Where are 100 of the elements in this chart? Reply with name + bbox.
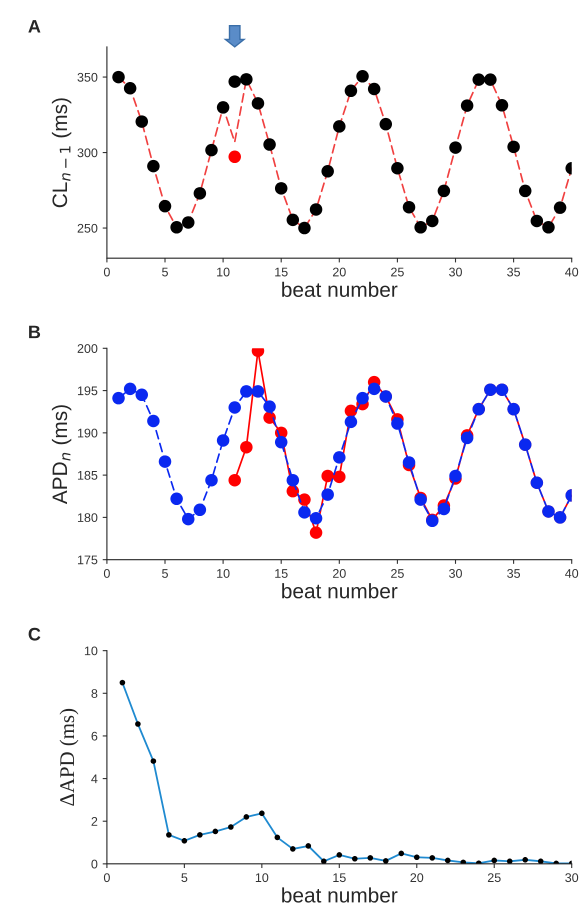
point — [216, 434, 230, 447]
y-tick-label: 350 — [78, 72, 98, 82]
x-tick-label: 25 — [391, 268, 404, 276]
point — [228, 75, 241, 88]
y-tick-label: 175 — [78, 556, 98, 564]
point — [252, 385, 264, 398]
point — [286, 214, 300, 226]
point — [542, 221, 555, 234]
point — [240, 440, 253, 454]
x-tick-label: 5 — [162, 569, 168, 578]
point — [194, 504, 206, 516]
point — [228, 474, 241, 486]
y-tick-label: 8 — [91, 689, 98, 698]
point — [414, 221, 427, 234]
point — [240, 385, 253, 398]
point — [426, 214, 439, 228]
point — [170, 221, 183, 234]
point — [344, 416, 358, 428]
x-tick-label: 40 — [565, 569, 578, 578]
x-tick-label: 35 — [507, 268, 520, 276]
point — [216, 101, 230, 114]
point — [136, 388, 148, 402]
point — [391, 417, 404, 430]
point — [147, 414, 160, 428]
point — [158, 455, 172, 468]
point — [182, 216, 194, 229]
chart-title: A — [28, 20, 40, 33]
x-tick-label: 35 — [507, 569, 520, 578]
point — [263, 400, 276, 413]
point — [449, 470, 462, 482]
point — [391, 162, 404, 175]
y-tick-label: 195 — [78, 386, 98, 396]
point — [449, 141, 462, 154]
y-tick-label: 200 — [78, 344, 98, 353]
point — [240, 73, 253, 86]
x-tick-label: 0 — [104, 268, 110, 276]
chart-title: C — [28, 628, 40, 641]
y-tick-label: 250 — [78, 224, 98, 233]
y-tick-label: 2 — [92, 817, 98, 826]
point — [460, 99, 474, 112]
point — [274, 436, 288, 448]
y-axis-title: ΔAPD (ms) — [60, 708, 78, 806]
point — [112, 70, 125, 84]
point — [496, 99, 508, 112]
x-tick-label: 30 — [449, 268, 462, 276]
point — [380, 118, 392, 130]
point — [310, 526, 322, 539]
point — [356, 70, 369, 83]
point — [170, 492, 183, 506]
point — [252, 97, 264, 110]
x-tick-label: 25 — [488, 873, 501, 882]
point — [402, 456, 416, 469]
point — [484, 73, 497, 86]
point — [518, 184, 532, 198]
y-tick-label: 190 — [78, 428, 98, 438]
point — [205, 144, 218, 156]
y-axis-title: APD$_{n}$ (ms) — [52, 405, 72, 504]
point — [438, 184, 450, 198]
x-axis-title: beat number — [282, 282, 398, 297]
point — [402, 200, 416, 214]
x-axis-title: beat number — [282, 887, 398, 903]
y-tick-label: 6 — [92, 732, 98, 741]
y-tick-label: 4 — [91, 774, 98, 784]
point — [298, 506, 311, 519]
point — [182, 512, 194, 526]
x-tick-label: 15 — [275, 569, 288, 578]
point — [333, 451, 346, 464]
point — [554, 201, 566, 214]
point — [228, 401, 241, 414]
x-tick-label: 0 — [104, 569, 110, 578]
x-tick-label: 30 — [565, 873, 578, 882]
point — [124, 382, 136, 396]
point — [472, 73, 485, 86]
point — [356, 392, 369, 404]
y-tick-label: 185 — [78, 470, 98, 480]
x-tick-label: 0 — [104, 873, 110, 882]
point — [228, 150, 241, 164]
point — [333, 470, 346, 484]
point — [530, 214, 544, 228]
x-tick-label: 20 — [410, 873, 424, 882]
point — [136, 115, 148, 128]
point — [274, 182, 288, 195]
point — [112, 392, 125, 404]
x-tick-label: 5 — [181, 873, 188, 882]
x-tick-label: 10 — [217, 569, 230, 578]
point — [321, 488, 334, 501]
point — [310, 512, 322, 524]
point — [205, 474, 218, 486]
x-tick-label: 20 — [332, 569, 346, 578]
point — [263, 138, 276, 151]
x-tick-label: 20 — [332, 268, 346, 276]
chart-title: B — [29, 326, 40, 338]
point — [368, 82, 380, 96]
point — [310, 203, 322, 216]
point — [321, 470, 334, 482]
y-tick-label: 300 — [78, 148, 98, 158]
point — [147, 160, 160, 172]
x-tick-label: 5 — [162, 268, 168, 276]
x-tick-label: 40 — [565, 268, 578, 276]
point — [286, 474, 300, 486]
